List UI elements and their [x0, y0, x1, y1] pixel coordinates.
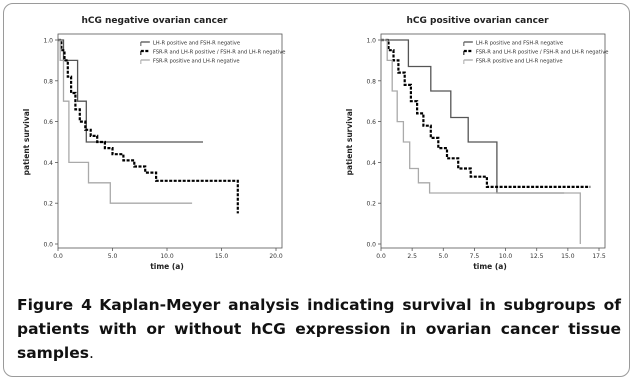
x-tick-label: 7.5: [470, 253, 480, 260]
x-tick-label: 17.5: [592, 253, 606, 260]
y-axis-label: patient survival: [22, 109, 31, 176]
y-axis-label: patient survival: [345, 109, 354, 176]
legend-label: LH-R positive and FSH-R negative: [153, 41, 240, 47]
x-tick-label: 15.0: [215, 253, 229, 260]
y-tick-label: 0.8: [43, 78, 53, 85]
legend-label: FSR-R and LH-R positive / FSH-R and LH-R…: [153, 50, 286, 56]
x-tick-label: 2.5: [407, 253, 417, 260]
caption-text: Kaplan-Meyer analysis indicating surviva…: [17, 296, 621, 362]
plot-frame: [380, 33, 606, 249]
series-line-2: [58, 38, 239, 214]
y-tick-label: 0.0: [366, 242, 376, 249]
y-tick-label: 1.0: [366, 38, 376, 45]
x-axis-label: time (a): [473, 262, 507, 271]
figure-label: Figure 4: [17, 296, 92, 314]
series-line-2: [381, 38, 591, 188]
y-tick-label: 0.6: [366, 119, 376, 126]
y-tick-label: 0.0: [43, 242, 53, 249]
chart-plot: 0.0 0.2 0.4 0.6 0.8 1.0 0.0 2.5 5.0 7.5 10.0 12.5 15…: [345, 33, 609, 271]
x-tick-label: 15.0: [561, 253, 575, 260]
x-tick-label: 0.0: [376, 253, 386, 260]
x-tick-label: 0.0: [53, 253, 63, 260]
series-line-1: [58, 39, 203, 143]
y-tick-label: 0.2: [43, 201, 53, 208]
legend-label: LH-R positive and FSH-R negative: [476, 41, 563, 47]
y-tick-label: 0.6: [43, 119, 53, 126]
y-tick-label: 1.0: [43, 38, 53, 45]
chart-hcg-negative: hCG negative ovarian cancer 0.0 0.2 0.4 0.6…: [12, 10, 297, 272]
figure-frame: [3, 3, 630, 377]
y-tick-label: 0.2: [366, 201, 376, 208]
y-tick-label: 0.8: [366, 78, 376, 85]
chart-hcg-positive: hCG positive ovarian cancer 0.0 0.2 0.4 0.6…: [335, 10, 620, 272]
chart-title: hCG negative ovarian cancer: [81, 16, 228, 26]
legend-label: FSR-R and LH-R positive / FSH-R and LH-R…: [476, 50, 609, 56]
y-tick-label: 0.4: [43, 160, 53, 167]
x-tick-label: 5.0: [439, 253, 449, 260]
series-line-1: [381, 39, 565, 194]
legend-label: FSR-R positive and LH-R negative: [153, 59, 240, 65]
y-tick-label: 0.4: [366, 160, 376, 167]
x-tick-label: 12.5: [530, 253, 544, 260]
plot-frame: [57, 33, 283, 249]
x-axis-label: time (a): [150, 262, 184, 271]
series-line-3: [381, 39, 581, 244]
x-tick-label: 20.0: [269, 253, 283, 260]
x-tick-label: 10.0: [499, 253, 513, 260]
caption-end: .: [88, 344, 94, 362]
x-tick-label: 5.0: [108, 253, 118, 260]
chart-title: hCG positive ovarian cancer: [406, 16, 549, 26]
legend-label: FSR-R positive and LH-R negative: [476, 59, 563, 65]
figure-caption: Figure 4 Kaplan-Meyer analysis indicatin…: [17, 293, 621, 365]
series-line-3: [58, 39, 193, 204]
chart-plot: 0.0 0.2 0.4 0.6 0.8 1.0 0.0 5.0 10.0 15.0 20.0 time…: [22, 33, 286, 271]
x-tick-label: 10.0: [160, 253, 174, 260]
